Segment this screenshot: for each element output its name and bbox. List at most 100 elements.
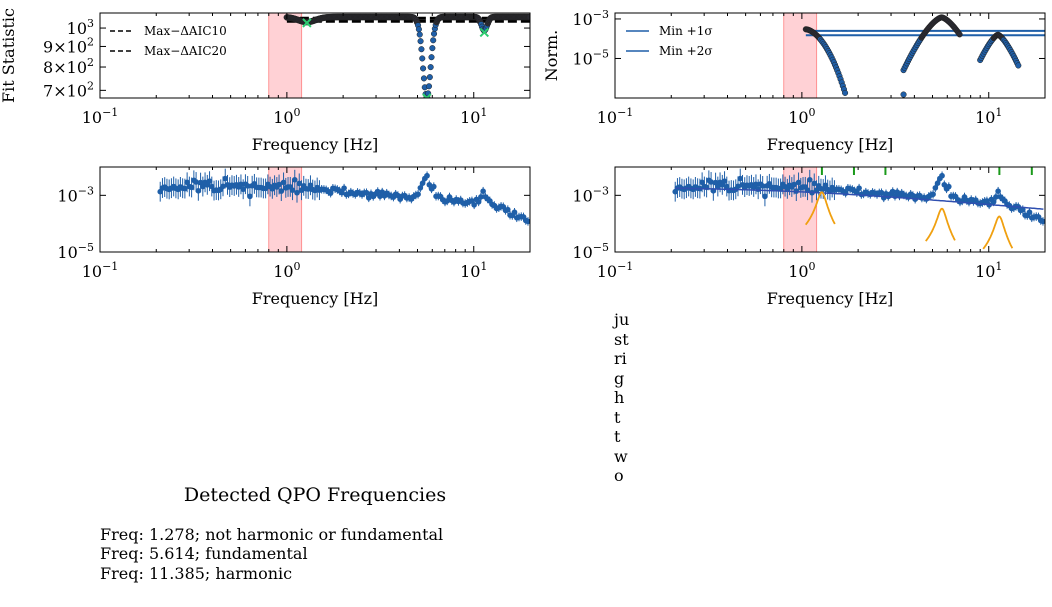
x-tick-label: 100 bbox=[788, 106, 815, 127]
fit-point bbox=[425, 83, 433, 90]
y-tick-label: 9×102 bbox=[43, 35, 94, 56]
x-tick-label: 10−1 bbox=[597, 106, 634, 127]
psd-point bbox=[939, 172, 945, 179]
psd-point bbox=[244, 183, 251, 189]
lorentzian-curve bbox=[925, 207, 956, 242]
psd-point bbox=[795, 179, 802, 186]
legend-label: Min +1σ bbox=[659, 24, 713, 38]
psd-point bbox=[504, 206, 511, 213]
psd-point bbox=[289, 187, 296, 193]
y-tick-label: 10−5 bbox=[572, 47, 609, 68]
x-tick-label: 10−1 bbox=[82, 106, 119, 127]
norm-point bbox=[900, 91, 907, 98]
psd-point bbox=[930, 191, 936, 198]
psd-point bbox=[856, 185, 862, 191]
plot-area bbox=[157, 167, 530, 252]
psd-point bbox=[374, 188, 381, 195]
fit-point bbox=[426, 74, 433, 81]
fit-point bbox=[420, 65, 427, 72]
psd-point bbox=[811, 180, 818, 187]
psd-point bbox=[193, 179, 199, 185]
psd-point bbox=[806, 176, 813, 183]
psd-point bbox=[280, 179, 287, 186]
qpo-band bbox=[268, 13, 303, 98]
x-tick-label: 100 bbox=[788, 260, 815, 281]
psd-point bbox=[480, 188, 486, 194]
x-tick-label: 101 bbox=[460, 106, 487, 127]
fit-point bbox=[428, 54, 435, 61]
legend-label: Min +2σ bbox=[659, 44, 713, 58]
legend: Max−ΔAIC10 Max−ΔAIC20 bbox=[110, 24, 227, 58]
fit-point bbox=[430, 37, 437, 44]
psd-point bbox=[240, 186, 246, 193]
panel-psd-model: Frequency [Hz] bbox=[614, 166, 1046, 308]
x-tick-label: 100 bbox=[273, 106, 300, 127]
psd-point bbox=[735, 183, 741, 190]
norm-point bbox=[956, 31, 963, 38]
psd-point bbox=[813, 187, 820, 194]
psd-point bbox=[339, 189, 345, 196]
psd-point bbox=[184, 179, 190, 186]
psd-point bbox=[327, 190, 334, 196]
psd-point bbox=[475, 199, 482, 205]
psd-point bbox=[195, 188, 202, 194]
psd-point bbox=[298, 187, 305, 194]
psd-point bbox=[341, 185, 347, 191]
psd-point bbox=[291, 176, 298, 183]
plot-area bbox=[783, 13, 1045, 98]
psd-point bbox=[296, 180, 303, 187]
plot-area bbox=[268, 13, 530, 98]
psd-point bbox=[878, 189, 885, 196]
y-tick-label: 10−5 bbox=[572, 241, 609, 262]
y-axis-label: Fit Statistic bbox=[0, 8, 18, 103]
psd-point bbox=[415, 191, 421, 198]
x-tick-label: 10−1 bbox=[597, 260, 634, 281]
psd-point bbox=[941, 181, 948, 188]
psd-point bbox=[525, 218, 530, 225]
psd-point bbox=[934, 180, 941, 187]
psd-point bbox=[220, 183, 226, 190]
panel-norm: Min +1σ Min +2σ Frequency [Hz] Norm. bbox=[542, 12, 1046, 154]
y-tick-label: 10−5 bbox=[57, 241, 94, 262]
psd-point bbox=[759, 183, 766, 189]
x-tick-label: 10−1 bbox=[82, 260, 119, 281]
axes-frame bbox=[99, 166, 531, 253]
psd-point bbox=[1019, 206, 1026, 213]
x-tick-label: 101 bbox=[975, 106, 1002, 127]
fit-point bbox=[415, 26, 422, 33]
psd-point bbox=[200, 183, 206, 190]
fit-point bbox=[420, 75, 427, 82]
psd-point bbox=[363, 189, 370, 196]
fit-point bbox=[429, 45, 436, 52]
psd-point bbox=[188, 184, 195, 191]
qpo-line: Freq: 1.278; not harmonic or fundamental bbox=[100, 525, 444, 544]
x-axis-label: Frequency [Hz] bbox=[767, 289, 894, 308]
side-text: just right two bbox=[614, 310, 630, 485]
psd-point bbox=[1026, 209, 1033, 216]
psd-point bbox=[478, 194, 484, 200]
psd-point bbox=[753, 181, 759, 188]
psd-point bbox=[430, 183, 437, 190]
psd-point bbox=[424, 172, 430, 179]
psd-point bbox=[699, 179, 705, 186]
psd-point bbox=[723, 183, 730, 190]
qpo-line: Freq: 5.614; fundamental bbox=[100, 544, 308, 563]
fit-point bbox=[418, 46, 425, 53]
psd-point bbox=[294, 189, 300, 196]
psd-point bbox=[238, 181, 244, 188]
y-tick-label: 10−3 bbox=[57, 184, 94, 205]
psd-point bbox=[206, 178, 213, 184]
psd-point bbox=[278, 188, 285, 194]
psd-point bbox=[417, 185, 424, 191]
psd-point bbox=[777, 185, 784, 192]
psd-point bbox=[708, 179, 714, 185]
psd-point bbox=[426, 181, 433, 188]
y-axis-label: Norm. bbox=[542, 30, 561, 82]
psd-point bbox=[182, 185, 188, 192]
psd-point bbox=[791, 181, 797, 188]
fit-point bbox=[417, 38, 424, 45]
lorentzian-curve bbox=[804, 191, 836, 226]
panel-psd: Frequency [Hz] bbox=[99, 166, 531, 308]
psd-point bbox=[377, 193, 383, 200]
psd-point bbox=[721, 178, 728, 184]
